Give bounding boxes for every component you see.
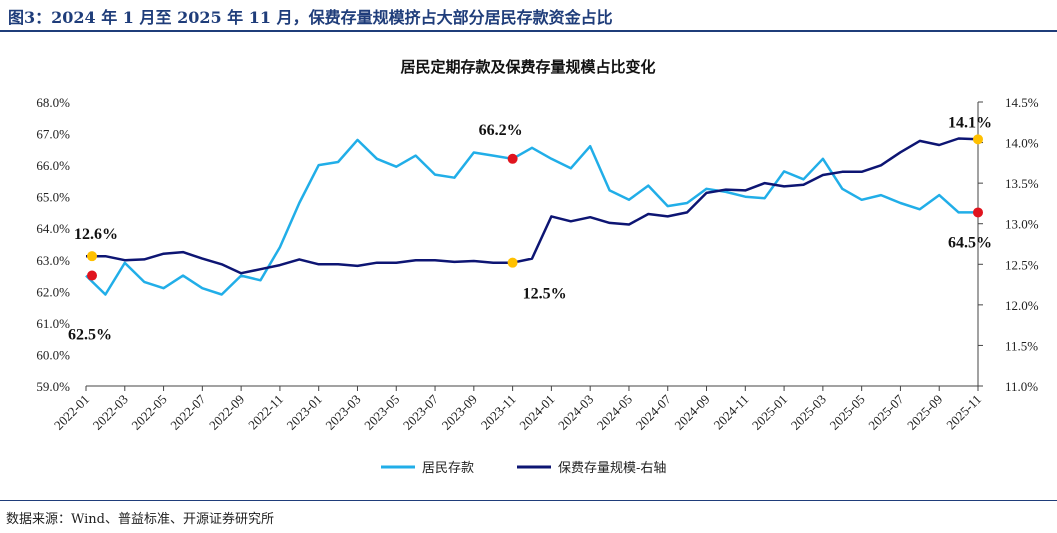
figure-heading: 图3：2024 年 1 月至 2025 年 11 月，保费存量规模挤占大部分居民… [8, 8, 613, 27]
x-tick-label: 2023-01 [284, 392, 325, 433]
left-tick-label: 65.0% [36, 190, 70, 205]
bottom-rule [0, 500, 1057, 501]
chart: 居民定期存款及保费存量规模占比变化 59.0% 60.0% 61.0% 62.0% 63… [36, 58, 1039, 476]
series-layer [85, 137, 979, 296]
left-tick-label: 62.0% [36, 284, 70, 299]
source-note: 数据来源：Wind、普益标准、开源证券研究所 [6, 512, 274, 527]
series-line-deposits [85, 138, 978, 296]
x-tick-label: 2023-11 [478, 392, 519, 433]
legend: 居民存款 保费存量规模-右轴 [381, 461, 666, 476]
x-tick-label: 2025-05 [827, 392, 868, 433]
right-tick-label: 11.5% [1005, 338, 1038, 353]
right-axis: 11.0% 11.5% 12.0% 12.5% 13.0% 13.5% 14.0% 14.5% [977, 95, 1039, 394]
annotation-label: 12.5% [523, 286, 567, 303]
x-tick-label: 2025-11 [943, 392, 984, 433]
right-tick-label: 12.0% [1005, 298, 1039, 313]
x-tick-label: 2022-11 [245, 392, 286, 433]
right-tick-label: 13.0% [1005, 217, 1039, 232]
right-tick-label: 13.5% [1005, 176, 1039, 191]
annotation-marker [507, 153, 518, 164]
x-tick-label: 2024-11 [711, 392, 752, 433]
x-tick-label: 2022-01 [51, 392, 92, 433]
top-rule [0, 30, 1057, 32]
x-tick-label: 2022-09 [206, 392, 247, 433]
x-tick-label: 2023-09 [439, 392, 480, 433]
chart-title: 居民定期存款及保费存量规模占比变化 [400, 58, 655, 76]
right-tick-label: 11.0% [1005, 379, 1038, 394]
left-tick-label: 59.0% [36, 379, 70, 394]
left-tick-label: 61.0% [36, 316, 70, 331]
annotation-marker [973, 134, 983, 145]
right-tick-label: 14.0% [1005, 136, 1039, 151]
annotation-label: 12.6% [74, 226, 118, 243]
x-tick-label: 2025-09 [904, 392, 945, 433]
annotation-layer: 12.6% 62.5% 66.2% 12.5% 14.1% 64.5% [68, 114, 992, 343]
x-tick-label: 2024-01 [516, 392, 557, 433]
left-tick-label: 60.0% [36, 347, 70, 362]
legend-label-deposits: 居民存款 [422, 461, 474, 476]
x-tick-label: 2022-07 [167, 391, 209, 433]
x-axis: 2022-012022-032022-052022-072022-092022-… [51, 385, 984, 433]
annotation-label: 14.1% [948, 114, 992, 131]
annotation-marker [507, 257, 518, 268]
x-tick-label: 2022-03 [90, 392, 131, 433]
annotation-label: 62.5% [68, 327, 112, 344]
annotation-label: 66.2% [479, 122, 523, 139]
x-tick-label: 2023-05 [361, 392, 402, 433]
x-tick-label: 2025-07 [865, 391, 907, 433]
left-axis: 59.0% 60.0% 61.0% 62.0% 63.0% 64.0% 65.0% 66.0%… [36, 95, 70, 394]
right-tick-label: 12.5% [1005, 257, 1039, 272]
right-tick-label: 14.5% [1005, 95, 1039, 110]
x-tick-label: 2024-07 [633, 391, 675, 433]
series-line-premium [86, 137, 979, 275]
left-tick-label: 67.0% [36, 127, 70, 142]
x-tick-label: 2025-03 [788, 392, 829, 433]
legend-label-premium: 保费存量规模-右轴 [558, 461, 666, 476]
x-tick-label: 2024-03 [555, 392, 596, 433]
annotation-marker [87, 270, 97, 281]
x-tick-label: 2022-05 [128, 392, 169, 433]
left-tick-label: 63.0% [36, 253, 70, 268]
left-tick-label: 66.0% [36, 158, 70, 173]
x-tick-label: 2025-01 [749, 392, 790, 433]
x-tick-label: 2024-09 [671, 392, 712, 433]
x-tick-label: 2024-05 [594, 392, 635, 433]
annotation-marker [87, 251, 97, 262]
left-tick-label: 68.0% [36, 95, 70, 110]
annotation-label: 64.5% [948, 234, 992, 251]
annotation-marker [973, 207, 983, 218]
x-tick-label: 2023-07 [400, 391, 442, 433]
left-tick-label: 64.0% [36, 221, 70, 236]
x-tick-label: 2023-03 [322, 392, 363, 433]
